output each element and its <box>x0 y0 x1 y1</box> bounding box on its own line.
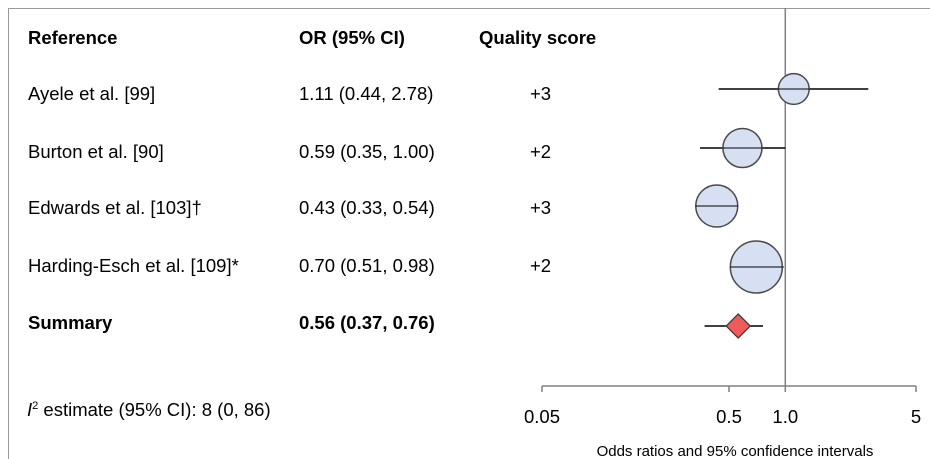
row-quality-score: +3 <box>530 83 552 104</box>
row-or: 1.11 (0.44, 2.78) <box>299 83 434 104</box>
row-or: 0.43 (0.33, 0.54) <box>299 197 435 218</box>
figure-frame <box>8 8 930 459</box>
row-reference: Harding-Esch et al. [109]* <box>28 255 239 276</box>
x-tick-label: 5 <box>911 406 921 427</box>
row-quality-score: +2 <box>530 255 552 276</box>
header-quality-score: Quality score <box>479 27 597 48</box>
header-or: OR (95% CI) <box>299 27 405 48</box>
summary-or: 0.56 (0.37, 0.76) <box>299 312 435 333</box>
row-quality-score: +2 <box>530 141 552 162</box>
x-tick-label: 0.05 <box>524 406 560 427</box>
row-reference: Burton et al. [90] <box>28 141 164 162</box>
x-axis-label: Odds ratios and 95% confidence intervals <box>597 443 874 459</box>
summary-diamond <box>725 313 752 339</box>
row-reference: Ayele et al. [99] <box>28 83 156 104</box>
i2-superscript: 2 <box>32 400 39 412</box>
row-or: 0.59 (0.35, 1.00) <box>299 141 435 162</box>
x-tick-label: 0.5 <box>716 406 742 427</box>
x-tick-label: 1.0 <box>772 406 798 427</box>
row-reference: Edwards et al. [103]† <box>28 197 202 218</box>
heterogeneity-estimate: I2 estimate (95% CI): 8 (0, 86) <box>27 399 271 421</box>
summary-label: Summary <box>28 312 113 333</box>
i2-symbol: I <box>27 399 33 420</box>
i2-text: estimate (95% CI): 8 (0, 86) <box>38 399 271 420</box>
row-or: 0.70 (0.51, 0.98) <box>299 255 435 276</box>
row-quality-score: +3 <box>530 197 552 218</box>
header-reference: Reference <box>28 27 118 48</box>
